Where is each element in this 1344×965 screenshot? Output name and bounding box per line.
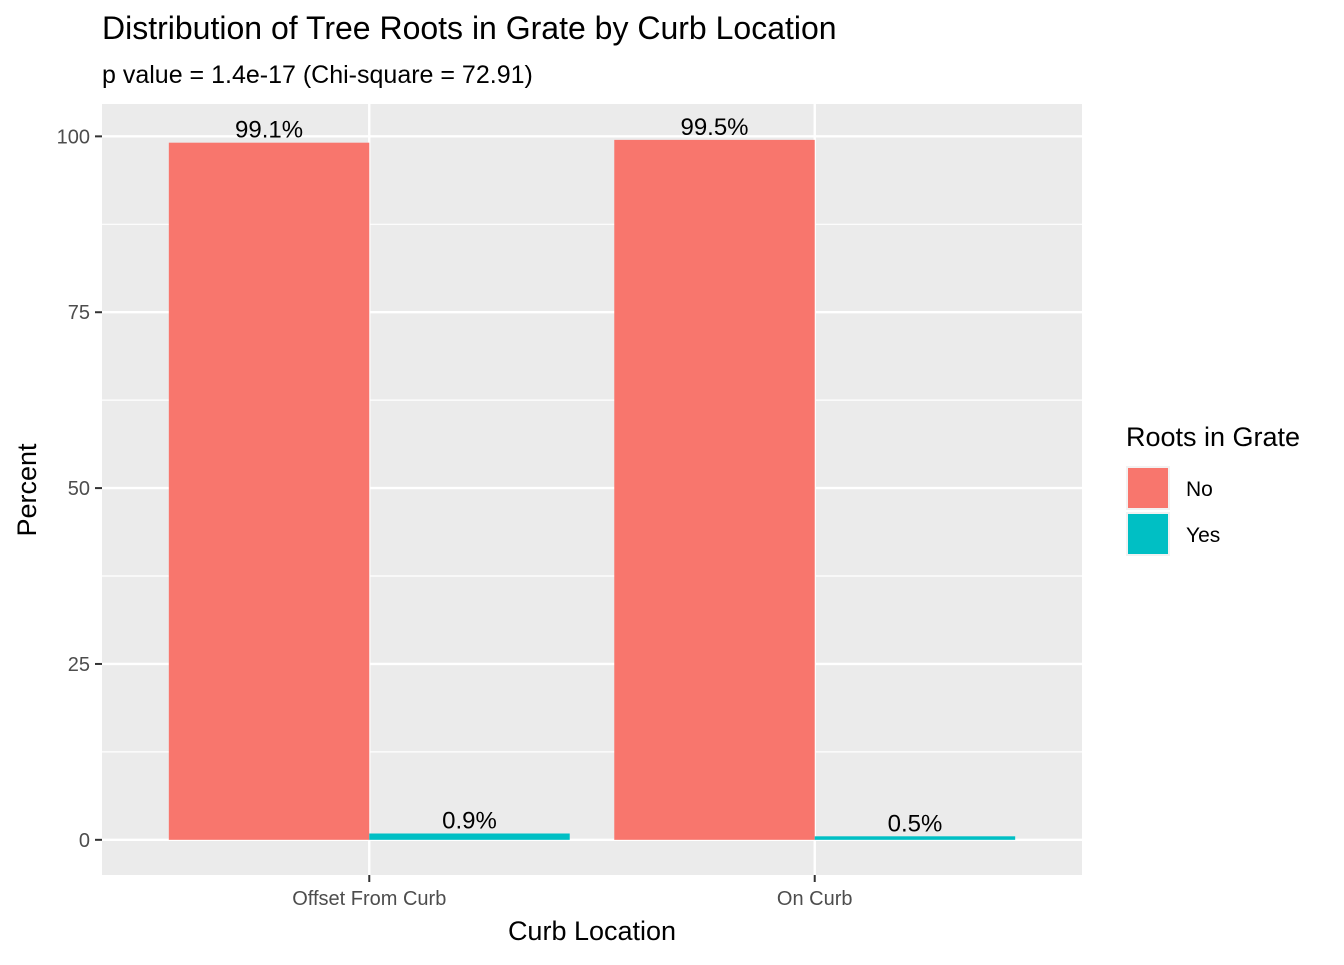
bar-value-label: 99.5% xyxy=(680,114,748,141)
legend-swatch xyxy=(1128,514,1168,554)
x-tick-label: Offset From Curb xyxy=(292,888,446,910)
chart-subtitle: p value = 1.4e-17 (Chi-square = 72.91) xyxy=(102,61,533,89)
x-tick-label: On Curb xyxy=(777,888,853,910)
bar-value-labels: 99.1% 99.5% 0.9% 0.5% xyxy=(235,114,942,837)
bar xyxy=(369,833,570,840)
bar xyxy=(814,836,1016,840)
legend-swatch xyxy=(1128,468,1168,508)
legend-title: Roots in Grate xyxy=(1126,422,1300,452)
y-tick-label: 25 xyxy=(68,654,90,676)
chart-title: Distribution of Tree Roots in Grate by C… xyxy=(102,10,837,46)
y-tick-label: 50 xyxy=(68,478,90,500)
y-axis-title: Percent xyxy=(12,443,42,537)
legend-label: No xyxy=(1186,478,1213,501)
bar-value-label: 99.1% xyxy=(235,117,303,144)
bar xyxy=(168,142,370,840)
bar-value-label: 0.9% xyxy=(442,807,497,834)
bars xyxy=(168,139,1016,840)
x-axis: Offset From Curb On Curb xyxy=(292,875,853,910)
x-axis-title: Curb Location xyxy=(508,916,676,946)
y-tick-label: 75 xyxy=(68,302,90,324)
legend-items: No Yes xyxy=(1126,466,1220,556)
y-axis: 0 25 50 75 100 xyxy=(57,126,102,852)
y-tick-label: 100 xyxy=(57,126,90,148)
legend-label: Yes xyxy=(1186,524,1220,547)
y-tick-label: 0 xyxy=(79,830,90,852)
legend: Roots in Grate No Yes xyxy=(1126,422,1300,556)
bar xyxy=(614,139,815,840)
bar-value-label: 0.5% xyxy=(888,810,943,837)
